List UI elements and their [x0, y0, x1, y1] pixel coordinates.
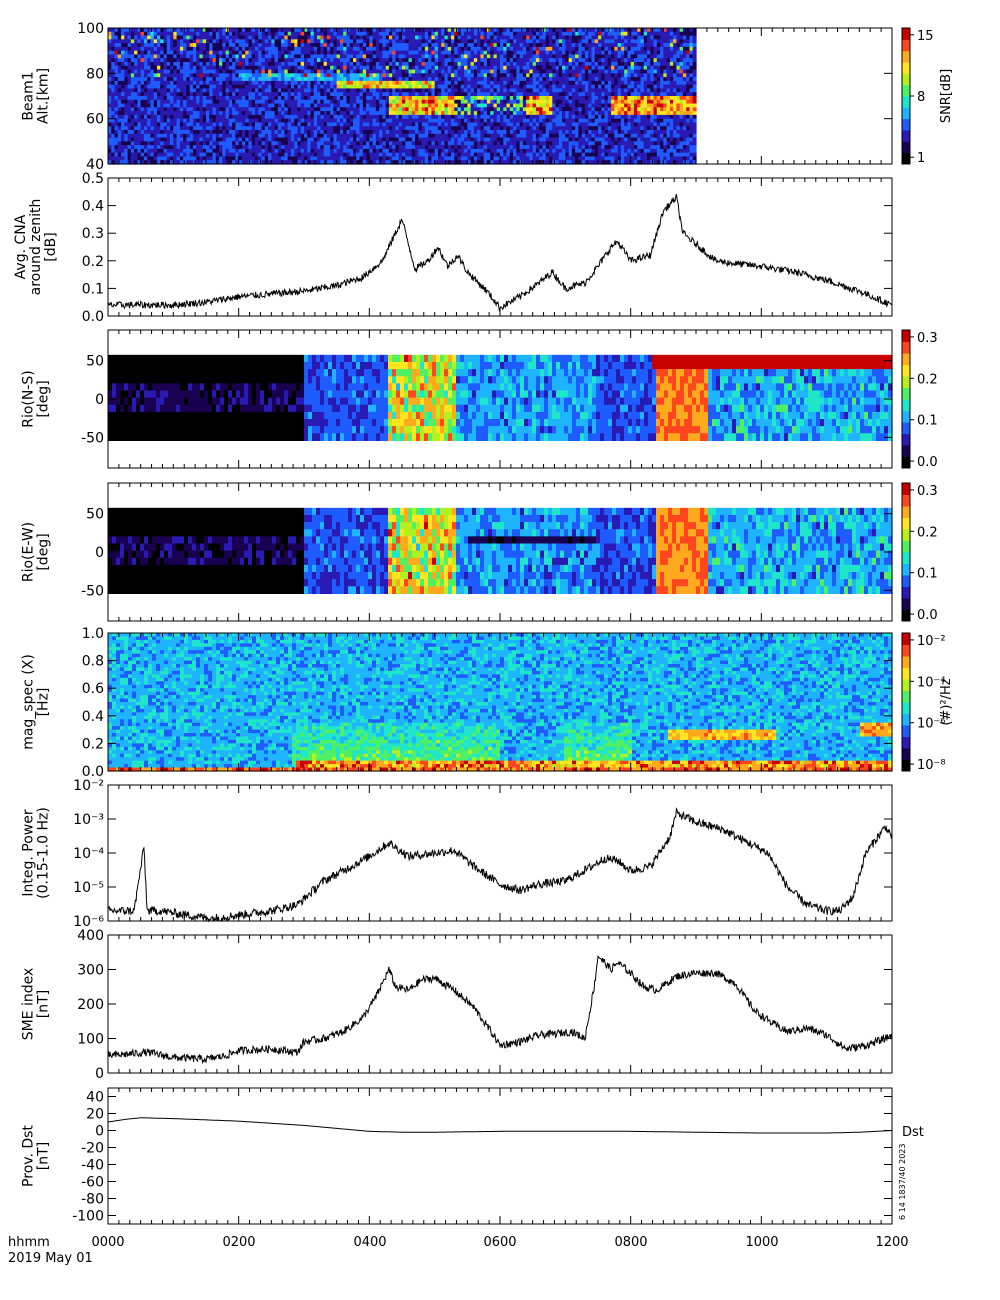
heatmap-cell — [693, 115, 697, 119]
heatmap-cell — [693, 70, 697, 74]
heatmap-cell — [693, 73, 697, 77]
heatmap-cell — [693, 77, 697, 81]
riometer-beam-heatmap — [108, 28, 697, 165]
heatmap-cell — [693, 104, 697, 108]
heatmap-cell — [693, 39, 697, 43]
heatmap-cell — [693, 96, 697, 100]
heatmap-cell — [693, 92, 697, 96]
heatmap-cell — [693, 81, 697, 85]
heatmap-cell — [693, 51, 697, 55]
heatmap-cell — [693, 126, 697, 130]
heatmap-cell — [693, 122, 697, 126]
heatmap-cell — [693, 58, 697, 62]
heatmap-cell — [693, 43, 697, 47]
heatmap-cell — [693, 32, 697, 36]
heatmap-cell — [693, 36, 697, 40]
heatmap-cell — [693, 119, 697, 123]
heatmap-cell — [693, 100, 697, 104]
heatmap-cell — [693, 62, 697, 66]
heatmap-cell — [693, 88, 697, 92]
heatmap-cell — [693, 66, 697, 70]
heatmap-cell — [693, 47, 697, 51]
heatmap-cell — [693, 111, 697, 115]
heatmap-cell — [693, 85, 697, 89]
heatmap-cell — [693, 54, 697, 58]
heatmap-cell — [693, 107, 697, 111]
